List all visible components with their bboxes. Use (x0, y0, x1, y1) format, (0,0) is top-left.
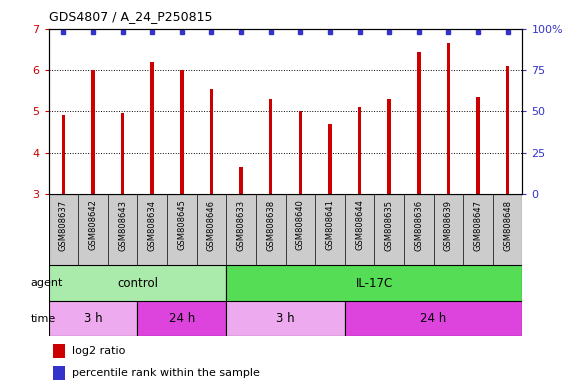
Bar (328, 124, 332, 194)
Bar (447, 43, 450, 194)
Text: time: time (31, 314, 56, 324)
Bar (506, 66, 509, 194)
Bar (476, 97, 480, 194)
Text: GSM808641: GSM808641 (325, 200, 335, 250)
Bar (210, 89, 213, 194)
Bar (121, 113, 124, 194)
Bar (269, 99, 272, 194)
Bar (62, 116, 65, 194)
Text: GSM808644: GSM808644 (355, 200, 364, 250)
Text: IL-17C: IL-17C (356, 277, 393, 290)
Text: GSM808642: GSM808642 (89, 200, 98, 250)
Text: 24 h: 24 h (168, 312, 195, 325)
Text: GSM808636: GSM808636 (415, 200, 423, 251)
Bar (49, 265, 226, 301)
Bar (226, 301, 345, 336)
Bar (138, 301, 226, 336)
Text: GSM808639: GSM808639 (444, 200, 453, 251)
Text: control: control (117, 277, 158, 290)
Text: GSM808647: GSM808647 (473, 200, 482, 251)
Text: GSM808643: GSM808643 (118, 200, 127, 251)
Bar (53, 366, 65, 381)
Text: log2 ratio: log2 ratio (73, 346, 126, 356)
Text: GSM808640: GSM808640 (296, 200, 305, 250)
Text: GSM808648: GSM808648 (503, 200, 512, 251)
Text: GSM808634: GSM808634 (148, 200, 156, 251)
Text: 3 h: 3 h (276, 312, 295, 325)
Bar (150, 62, 154, 194)
Bar (226, 265, 522, 301)
Bar (299, 111, 302, 194)
Text: GSM808637: GSM808637 (59, 200, 68, 251)
Bar (239, 167, 243, 194)
Text: agent: agent (31, 278, 63, 288)
Text: GSM808646: GSM808646 (207, 200, 216, 251)
Bar (387, 99, 391, 194)
Bar (91, 70, 95, 194)
Text: percentile rank within the sample: percentile rank within the sample (73, 368, 260, 378)
Text: 3 h: 3 h (84, 312, 102, 325)
Bar (345, 301, 522, 336)
Bar (53, 344, 65, 358)
Bar (180, 70, 184, 194)
Bar (49, 301, 138, 336)
Text: GDS4807 / A_24_P250815: GDS4807 / A_24_P250815 (49, 10, 212, 23)
Text: GSM808638: GSM808638 (266, 200, 275, 251)
Text: GSM808635: GSM808635 (385, 200, 393, 251)
Text: GSM808645: GSM808645 (178, 200, 186, 250)
Bar (358, 107, 361, 194)
Text: 24 h: 24 h (420, 312, 447, 325)
Text: GSM808633: GSM808633 (236, 200, 246, 251)
Bar (417, 51, 421, 194)
